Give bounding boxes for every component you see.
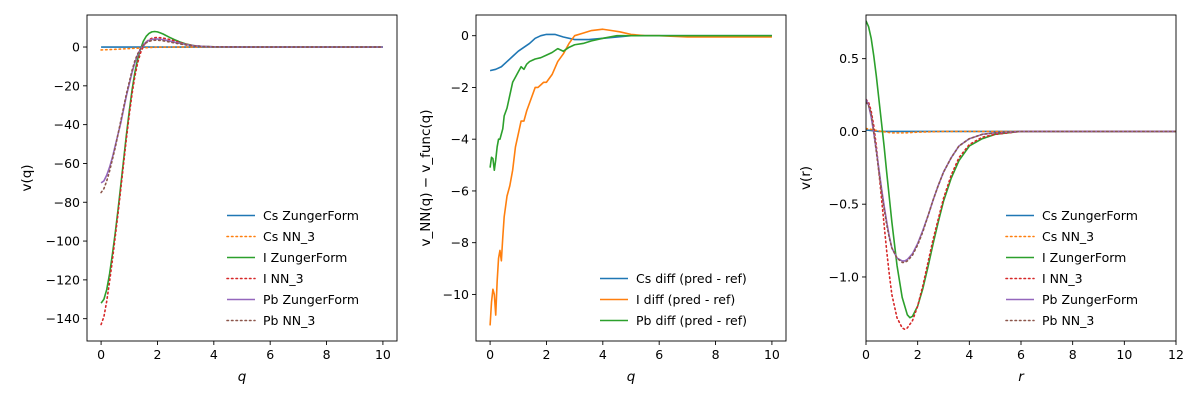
y-tick-label: −8	[451, 235, 469, 250]
legend-entry: Cs NN_3	[263, 229, 315, 244]
plot-frame	[475, 14, 787, 342]
x-tick-label: 10	[375, 347, 391, 362]
y-tick-label: −120	[46, 272, 80, 287]
y-tick-label: −4	[451, 132, 469, 147]
x-tick-label: 2	[542, 347, 550, 362]
legend: Cs diff (pred - ref) I diff (pred - ref) P…	[600, 271, 747, 328]
series-line-pb-diff-pred-ref-	[489, 34, 772, 172]
legend-entry: I diff (pred - ref)	[636, 292, 735, 307]
y-tick-label: −0.5	[829, 197, 859, 212]
legend-entry: Pb NN_3	[263, 313, 315, 328]
y-tick-label: 0	[72, 40, 80, 55]
series-line-pb-nn-3	[100, 39, 384, 194]
x-tick-label: 0	[97, 347, 105, 362]
x-tick-label: 4	[599, 347, 607, 362]
legend-entry: I NN_3	[1042, 271, 1083, 286]
series-line-pb-nn-3	[866, 101, 1176, 264]
legend-entry: Pb ZungerForm	[263, 292, 359, 307]
series-line-i-diff-pred-ref-	[489, 28, 772, 326]
x-tick-label: 6	[266, 347, 274, 362]
x-tick-label: 10	[764, 347, 780, 362]
series-line-pb-zungerform	[866, 99, 1176, 262]
y-axis-label: v_NN(q) − v_func(q)	[418, 109, 434, 246]
plot-frame	[86, 14, 398, 342]
y-tick-label: 0.0	[839, 124, 859, 139]
x-tick-label: 8	[712, 347, 720, 362]
y-tick-label: −140	[46, 311, 80, 326]
x-tick-label: 6	[655, 347, 663, 362]
legend-entry: Pb diff (pred - ref)	[636, 313, 747, 328]
y-tick-label: −2	[451, 80, 469, 95]
x-tick-label: 0	[486, 347, 494, 362]
x-tick-label: 4	[965, 347, 973, 362]
y-tick-label: −1.0	[829, 269, 859, 284]
x-tick-label: 2	[914, 347, 922, 362]
y-tick-label: −60	[54, 156, 80, 171]
x-tick-label: 8	[323, 347, 331, 362]
y-axis-label: v(q)	[19, 164, 35, 191]
x-tick-label: 2	[153, 347, 161, 362]
y-tick-label: −6	[451, 183, 469, 198]
legend-entry: Cs ZungerForm	[1042, 208, 1138, 223]
y-axis-label: v(r)	[798, 166, 814, 190]
legend-entry: Cs diff (pred - ref)	[636, 271, 747, 286]
chart-panel-3: 0 2 4 6 8 10 12 0.5 0.0 −0.5 −1.0 r v(r) Cs ZungerFor…	[798, 14, 1184, 385]
y-tick-label: −40	[54, 117, 80, 132]
x-tick-label: 0	[862, 347, 870, 362]
legend-entry: Cs ZungerForm	[263, 208, 359, 223]
legend-entry: Cs NN_3	[1042, 229, 1094, 244]
y-tick-label: −10	[443, 287, 469, 302]
x-tick-label: 6	[1017, 347, 1025, 362]
legend-entry: Pb NN_3	[1042, 313, 1094, 328]
y-tick-label: 0.5	[839, 51, 859, 66]
chart-panel-2: 0 2 4 6 8 10 0 −2 −4 −6 −8 −10 q v_NN(q) − v_func(q) C…	[418, 14, 787, 385]
x-axis-label: q	[627, 369, 636, 385]
chart-panel-1: 0 2 4 6 8 10 0 −20 −40 −60 −80 −100 −120 −140 q v(q) Cs …	[19, 14, 398, 385]
x-tick-label: 4	[210, 347, 218, 362]
legend-entry: I ZungerForm	[263, 250, 347, 265]
x-axis-label: r	[1018, 369, 1025, 385]
y-tick-label: 0	[461, 28, 469, 43]
legend-entry: I ZungerForm	[1042, 250, 1126, 265]
y-tick-label: −80	[54, 195, 80, 210]
y-tick-label: −100	[46, 234, 80, 249]
x-axis-label: q	[238, 369, 247, 385]
legend: Cs ZungerForm Cs NN_3 I ZungerForm I NN_3 Pb…	[1005, 208, 1138, 328]
x-tick-label: 10	[1116, 347, 1132, 362]
legend-entry: Pb ZungerForm	[1042, 292, 1138, 307]
series-line-i-nn-3	[866, 98, 1176, 331]
x-tick-label: 8	[1069, 347, 1077, 362]
y-tick-label: −20	[54, 78, 80, 93]
legend-entry: I NN_3	[263, 271, 304, 286]
legend: Cs ZungerForm Cs NN_3 I ZungerForm I NN_3 Pb…	[226, 208, 359, 328]
x-tick-label: 12	[1168, 347, 1184, 362]
